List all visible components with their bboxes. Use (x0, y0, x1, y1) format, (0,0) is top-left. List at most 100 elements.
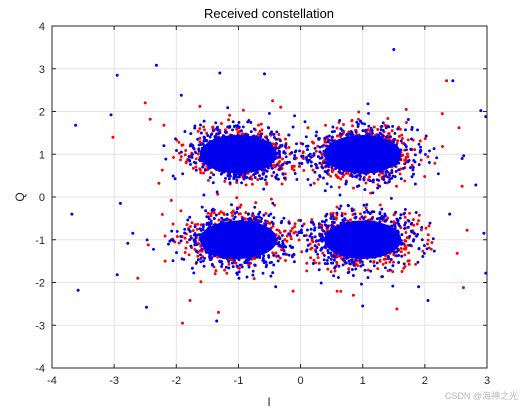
data-point (252, 127, 256, 131)
data-point (406, 155, 410, 159)
data-point (319, 233, 323, 237)
data-point (363, 129, 367, 132)
data-point (282, 216, 286, 220)
data-point (349, 129, 353, 133)
data-point (282, 244, 286, 248)
data-point (211, 128, 215, 132)
data-point (381, 262, 385, 266)
outlier-point (274, 285, 278, 289)
data-point (188, 225, 192, 228)
data-point (423, 137, 427, 141)
data-point (238, 212, 242, 216)
data-point (262, 254, 266, 258)
data-point (199, 260, 203, 264)
data-point (421, 255, 425, 258)
data-point (423, 175, 427, 178)
data-point (196, 254, 200, 258)
data-point (321, 251, 325, 255)
data-point (310, 235, 314, 239)
data-point (284, 137, 287, 141)
data-point (399, 139, 403, 143)
data-point (427, 246, 431, 250)
x-tick-label: -4 (47, 375, 57, 387)
data-point (421, 249, 425, 253)
data-point (425, 247, 429, 251)
data-point (171, 174, 175, 178)
data-point (388, 260, 392, 264)
data-point (234, 261, 238, 265)
data-point (309, 247, 313, 251)
data-point (270, 166, 274, 170)
data-point (395, 184, 398, 188)
data-point (356, 125, 360, 128)
data-point (292, 164, 296, 168)
data-point (329, 185, 333, 189)
y-tick-label: 2 (39, 107, 45, 119)
data-point (274, 146, 278, 150)
outlier-point (291, 289, 295, 293)
data-point (238, 205, 242, 209)
data-point (333, 255, 337, 259)
data-point (368, 179, 372, 183)
data-point (326, 169, 330, 173)
data-point (399, 213, 403, 217)
data-point (167, 242, 170, 246)
data-point (339, 204, 343, 208)
data-point (204, 209, 208, 213)
cluster-core (324, 220, 402, 259)
x-tick-label: 3 (484, 375, 490, 387)
data-point (408, 211, 412, 215)
data-point (325, 140, 329, 144)
data-point (417, 219, 421, 223)
data-point (360, 215, 364, 219)
data-point (339, 177, 343, 181)
outlier-point (148, 117, 152, 121)
data-point (195, 261, 198, 264)
data-point (363, 268, 367, 272)
data-point (258, 174, 261, 178)
data-point (220, 216, 224, 220)
data-point (220, 122, 223, 125)
data-point (191, 229, 195, 233)
outlier-point (154, 63, 158, 67)
data-point (400, 270, 404, 273)
outlier-point (292, 157, 296, 160)
data-point (228, 174, 232, 178)
data-point (306, 148, 309, 152)
data-point (195, 243, 199, 247)
data-point (331, 135, 334, 139)
data-point (404, 231, 408, 234)
data-point (393, 131, 397, 135)
data-point (277, 133, 281, 136)
data-point (160, 212, 164, 216)
data-point (403, 223, 407, 227)
outlier-point (426, 299, 430, 302)
data-point (208, 254, 212, 257)
outlier-point (163, 259, 167, 263)
data-point (332, 274, 336, 278)
data-point (261, 168, 265, 172)
data-point (404, 121, 408, 124)
data-point (427, 224, 431, 228)
data-point (462, 154, 466, 158)
data-point (218, 131, 222, 135)
data-point (325, 135, 329, 139)
outlier-point (218, 71, 222, 75)
data-point (428, 149, 431, 153)
data-point (358, 212, 362, 216)
data-point (363, 210, 366, 214)
data-point (260, 128, 264, 132)
data-point (171, 222, 175, 226)
data-point (411, 239, 415, 243)
data-point (403, 264, 407, 268)
data-point (274, 251, 278, 255)
data-point (404, 247, 407, 251)
data-point (265, 182, 269, 186)
outlier-point (417, 285, 421, 289)
data-point (396, 127, 400, 131)
data-point (410, 230, 414, 234)
data-point (179, 155, 183, 159)
data-point (237, 276, 241, 280)
data-point (196, 129, 200, 133)
data-point (208, 135, 212, 139)
